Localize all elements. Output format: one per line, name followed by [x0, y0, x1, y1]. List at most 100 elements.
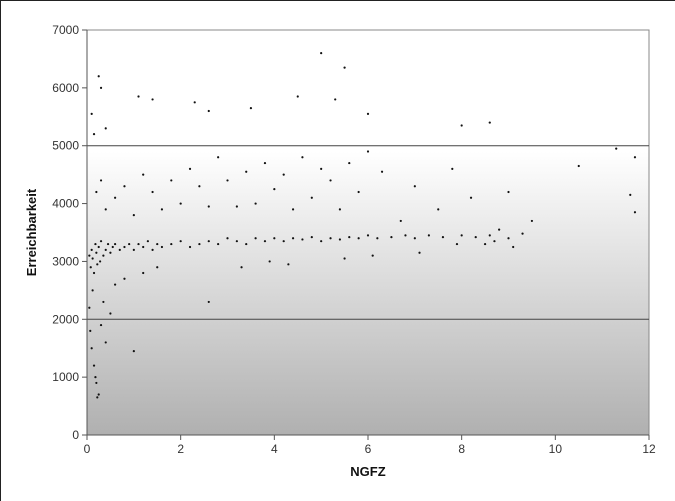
data-point — [92, 364, 96, 367]
x-axis-title: NGFZ — [350, 464, 385, 479]
data-point — [287, 263, 290, 266]
data-point — [151, 98, 154, 101]
data-point — [399, 219, 402, 223]
data-point — [92, 133, 96, 136]
data-point — [273, 188, 276, 191]
data-point — [118, 248, 121, 251]
data-point — [91, 289, 94, 292]
y-tick-label: 2000 — [52, 312, 79, 326]
data-point — [521, 232, 524, 235]
data-point — [114, 196, 117, 199]
data-point — [99, 86, 103, 89]
data-point — [329, 179, 332, 182]
data-point — [123, 185, 126, 188]
data-point — [146, 240, 149, 243]
data-point — [483, 242, 487, 246]
data-point — [629, 193, 632, 196]
data-point — [142, 271, 145, 275]
data-point — [207, 300, 210, 304]
data-point — [245, 242, 248, 246]
data-point — [132, 214, 135, 217]
data-point — [469, 196, 473, 199]
y-tick-label: 4000 — [52, 197, 79, 211]
data-point — [282, 240, 285, 243]
data-point — [493, 240, 496, 243]
data-point — [226, 237, 229, 240]
data-point — [104, 127, 107, 130]
data-point — [170, 179, 173, 182]
data-point — [451, 167, 454, 170]
data-point — [123, 277, 126, 280]
data-point — [460, 124, 463, 127]
data-point — [320, 240, 323, 243]
data-point — [207, 240, 210, 243]
plot-area — [86, 29, 650, 436]
data-point — [96, 263, 99, 266]
data-point — [156, 242, 159, 246]
y-tick-label: 7000 — [52, 23, 79, 37]
y-tick-label: 0 — [72, 428, 79, 442]
data-point — [160, 245, 164, 249]
y-tick-label: 3000 — [52, 254, 79, 268]
data-point — [376, 237, 379, 240]
data-point — [320, 167, 323, 170]
data-point — [263, 240, 267, 243]
data-point — [188, 167, 192, 170]
x-tick-label: 4 — [271, 442, 278, 456]
data-point — [99, 323, 103, 327]
data-point — [90, 248, 93, 251]
data-point — [633, 156, 637, 159]
data-point — [343, 257, 346, 260]
data-point — [114, 242, 117, 246]
data-point — [99, 179, 103, 182]
data-point — [193, 101, 196, 104]
data-point — [301, 238, 304, 241]
data-point — [137, 95, 140, 98]
data-point — [179, 240, 182, 243]
data-point — [371, 254, 374, 257]
reference-lines — [87, 145, 649, 320]
data-point — [441, 236, 445, 239]
data-point — [488, 234, 491, 237]
data-point — [235, 205, 238, 208]
data-point — [291, 237, 295, 240]
x-tick-label: 2 — [177, 442, 184, 456]
data-point — [366, 150, 370, 153]
data-point — [235, 240, 238, 243]
x-tick-label: 6 — [365, 442, 372, 456]
data-point — [97, 393, 100, 396]
data-point — [114, 283, 117, 286]
data-point — [94, 242, 97, 246]
data-point — [334, 98, 337, 101]
data-point — [97, 245, 100, 249]
data-point — [170, 242, 173, 246]
data-point — [418, 251, 421, 254]
data-point — [95, 381, 98, 385]
data-point — [142, 245, 145, 249]
data-point — [104, 208, 107, 211]
data-point — [99, 240, 103, 243]
data-point — [88, 254, 91, 257]
data-point — [460, 234, 463, 237]
data-points — [88, 52, 637, 399]
data-point — [104, 248, 107, 251]
x-tick-label: 10 — [549, 442, 563, 456]
data-point — [88, 306, 91, 309]
data-point — [273, 237, 276, 240]
data-point — [633, 211, 637, 214]
data-point — [94, 376, 97, 379]
data-point — [95, 190, 98, 194]
data-point — [348, 161, 351, 165]
data-point — [390, 236, 393, 239]
data-point — [207, 109, 210, 113]
data-point — [310, 236, 313, 239]
data-point — [296, 95, 299, 98]
x-ticks: 0 2 4 6 8 10 12 — [84, 435, 656, 456]
data-point — [188, 245, 192, 249]
data-point — [151, 248, 154, 251]
data-point — [291, 208, 295, 211]
data-point — [89, 266, 92, 269]
data-point — [106, 242, 110, 246]
